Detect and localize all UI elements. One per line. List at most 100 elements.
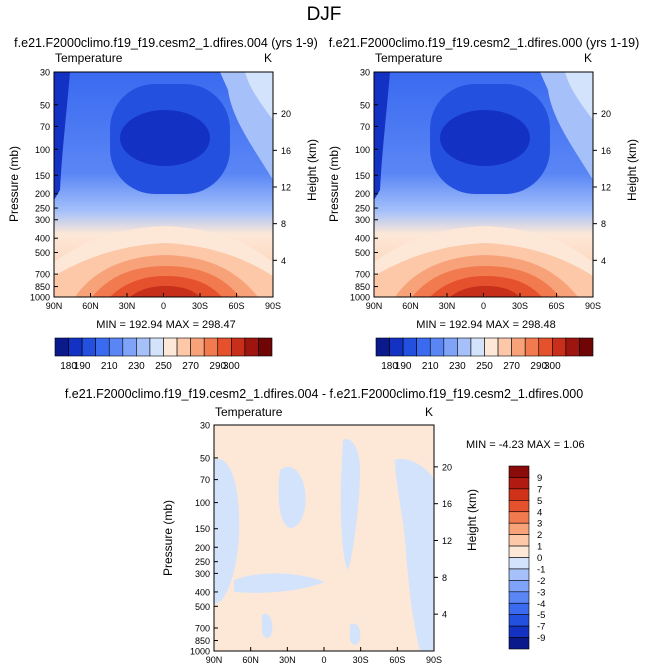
- colorbar-swatch: [508, 534, 530, 547]
- colorbar-label: 230: [449, 361, 466, 372]
- field-warm-layer-6: [130, 286, 200, 297]
- colorbar-label: -9: [537, 633, 545, 644]
- colorbar-label: 270: [503, 361, 520, 372]
- y-tick-label: 1000: [190, 647, 210, 657]
- colorbar-swatch: [149, 337, 164, 357]
- colorbar-swatch: [508, 625, 530, 638]
- colorbar-swatch: [508, 488, 530, 501]
- y-tick-label: 30: [360, 68, 370, 78]
- y-tick-label: 50: [40, 100, 50, 110]
- colorbar-label: 0: [537, 553, 542, 564]
- colorbar-label: -3: [537, 587, 545, 598]
- colorbar-swatch: [163, 337, 178, 357]
- field-south-polar-region: [245, 72, 273, 120]
- x-axis: 90N 60N 30N 0 30S 60S 90S: [366, 293, 601, 311]
- y-tick-label: 300: [355, 215, 370, 225]
- field-negative-region-equator: [340, 439, 361, 570]
- field-tropopause-core: [120, 110, 210, 166]
- y-tick-label: 30: [200, 421, 210, 431]
- colorbar-label: 270: [182, 361, 199, 372]
- colorbar-swatch: [54, 337, 69, 357]
- panel-left-label: Temperature: [55, 51, 123, 65]
- colorbar-swatch: [508, 557, 530, 570]
- colorbar-label: 1: [537, 542, 542, 553]
- panel-title: f.e21.F2000climo.f19_f19.cesm2_1.dfires.…: [65, 387, 583, 401]
- x-tick-label: 30N: [119, 301, 136, 311]
- colorbar-swatch: [508, 511, 530, 524]
- y-tick-label: 700: [195, 624, 210, 634]
- colorbar-swatch: [565, 337, 580, 357]
- x-tick-label: 30N: [439, 301, 456, 311]
- x-tick-label: 90N: [206, 655, 223, 665]
- y-tick-label: 500: [35, 248, 50, 258]
- colorbar-swatch: [176, 337, 191, 357]
- y-tick-label: 700: [355, 270, 370, 280]
- x-tick-label: 60S: [228, 301, 244, 311]
- y-tick-label: 700: [35, 270, 50, 280]
- x-tick-label: 30S: [353, 655, 369, 665]
- page-title: DJF: [307, 4, 342, 25]
- colorbar-swatch: [122, 337, 137, 357]
- colorbar-swatch: [203, 337, 219, 357]
- field-south-polar-region: [565, 72, 593, 120]
- panel-left-label: Temperature: [215, 405, 283, 419]
- colorbar-swatch: [484, 337, 499, 357]
- colorbar-label: 290: [209, 361, 226, 372]
- colorbar-swatch: [508, 477, 530, 490]
- colorbar-swatch: [508, 591, 530, 604]
- colorbar-swatch: [508, 614, 530, 627]
- y-right-tick-label: 16: [281, 146, 291, 156]
- y-tick-label: 70: [200, 475, 210, 485]
- y-right-tick-label: 12: [281, 183, 291, 193]
- y-tick-label: 250: [35, 204, 50, 214]
- panel-difference: f.e21.F2000climo.f19_f19.cesm2_1.dfires.…: [65, 387, 585, 665]
- panel-right-label: K: [425, 405, 433, 419]
- y-tick-label: 250: [195, 557, 210, 567]
- y-tick-label: 1000: [30, 293, 50, 303]
- y-right-tick-label: 12: [601, 183, 611, 193]
- colorbar-swatch: [552, 337, 567, 357]
- y-right-tick-label: 4: [281, 256, 286, 266]
- colorbar-label: 290: [530, 361, 547, 372]
- colorbar-swatch: [258, 337, 273, 357]
- colorbar-swatch: [508, 637, 530, 650]
- colorbar-label: 9: [537, 473, 542, 484]
- y-right-tick-label: 8: [281, 219, 286, 229]
- x-tick-label: 60S: [389, 655, 405, 665]
- plot-area: [53, 71, 274, 298]
- colorbar-swatch: [389, 337, 404, 357]
- x-tick-label: 0: [161, 301, 166, 311]
- colorbar-swatch: [508, 580, 530, 593]
- colorbar-label: 210: [101, 361, 118, 372]
- y-right-tick-label: 12: [442, 536, 452, 546]
- colorbar-label: 250: [155, 361, 172, 372]
- colorbar-swatch: [231, 337, 246, 357]
- y-right-tick-label: 4: [601, 256, 606, 266]
- colorbar-label: 250: [476, 361, 493, 372]
- y-tick-label: 1000: [350, 293, 370, 303]
- colorbar-label: 230: [128, 361, 145, 372]
- y-right-tick-label: 20: [281, 109, 291, 119]
- y-axis-right: 20 16 12 8 4: [593, 109, 611, 266]
- colorbar-swatch: [508, 568, 530, 581]
- colorbar-swatch: [470, 337, 485, 357]
- stats-text: MIN = -4.23 MAX = 1.06: [466, 439, 585, 451]
- y-tick-label: 70: [360, 122, 370, 132]
- x-tick-label: 60N: [242, 655, 259, 665]
- x-tick-label: 90S: [585, 301, 601, 311]
- panel-title: f.e21.F2000climo.f19_f19.cesm2_1.dfires.…: [14, 36, 318, 50]
- x-tick-label: 90N: [46, 301, 63, 311]
- y-tick-label: 50: [200, 453, 210, 463]
- x-axis: 90N 60N 30N 0 30S 60S 90S: [206, 647, 442, 665]
- x-tick-label: 90S: [426, 655, 442, 665]
- colorbar-label: -2: [537, 576, 545, 587]
- colorbar-label: -4: [537, 599, 545, 610]
- y-axis-right: 20 16 12 8 4: [273, 109, 291, 266]
- colorbar-label: 190: [74, 361, 91, 372]
- colorbar-swatch: [217, 337, 232, 357]
- colorbar-swatch: [508, 500, 530, 513]
- y-tick-label: 100: [355, 145, 370, 155]
